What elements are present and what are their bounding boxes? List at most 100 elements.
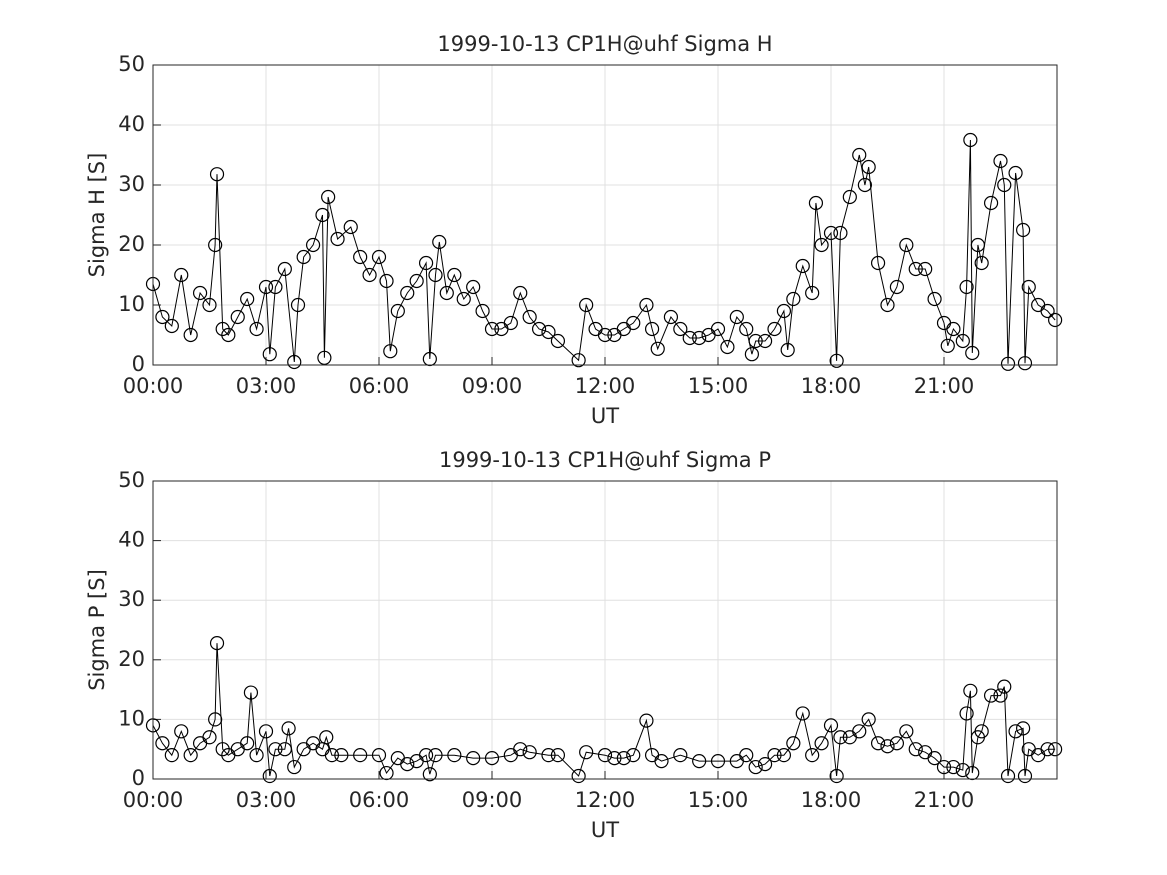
- x-tick-label: 03:00: [236, 788, 297, 812]
- data-point: [963, 132, 978, 148]
- axes-box: [152, 480, 1058, 780]
- data-point: [808, 195, 824, 211]
- data-point: [277, 261, 292, 277]
- data-point: [268, 279, 283, 295]
- data-point: [315, 207, 330, 223]
- data-point: [889, 736, 905, 751]
- data-point: [899, 724, 914, 739]
- data-point: [776, 748, 792, 763]
- data-point: [208, 237, 223, 253]
- data-point: [861, 159, 876, 175]
- data-point: [550, 748, 566, 763]
- x-tick-label: 00:00: [123, 374, 184, 398]
- data-point: [290, 297, 306, 313]
- data-point: [513, 742, 528, 757]
- data-point: [484, 321, 500, 337]
- data-point: [974, 724, 989, 739]
- y-axis-label: Sigma P [S]: [85, 569, 109, 691]
- data-point: [371, 249, 387, 265]
- data-point: [262, 768, 277, 784]
- x-tick-label: 15:00: [688, 788, 749, 812]
- x-tick-label: 00:00: [123, 788, 184, 812]
- data-point: [202, 297, 217, 313]
- data-point: [1040, 742, 1055, 757]
- y-tick-label: 50: [118, 52, 145, 76]
- data-point: [240, 736, 255, 751]
- data-point: [287, 759, 302, 775]
- y-tick-label: 10: [118, 292, 145, 316]
- data-point: [644, 321, 660, 337]
- data-point: [692, 330, 707, 346]
- data-point: [164, 748, 179, 763]
- data-point: [997, 177, 1012, 193]
- y-tick-label: 0: [132, 352, 145, 376]
- data-point: [209, 167, 225, 182]
- data-point: [833, 225, 848, 241]
- data-point: [639, 713, 654, 728]
- data-point: [531, 321, 547, 337]
- data-point: [353, 249, 368, 265]
- data-point: [183, 327, 198, 343]
- data-point: [400, 285, 415, 301]
- data-point: [330, 231, 345, 247]
- data-point: [744, 347, 760, 362]
- y-tick-label: 20: [118, 232, 145, 256]
- x-tick-label: 18:00: [801, 788, 862, 812]
- data-point: [927, 751, 942, 766]
- data-point: [319, 730, 334, 745]
- data-point: [484, 751, 500, 766]
- data-point: [983, 195, 999, 211]
- data-point: [857, 177, 873, 193]
- data-point: [993, 153, 1008, 169]
- data-point: [321, 189, 336, 205]
- data-point: [447, 748, 462, 763]
- data-point: [1048, 742, 1063, 757]
- data-point: [371, 748, 387, 763]
- data-point: [447, 267, 462, 283]
- data-point: [1021, 279, 1036, 295]
- data-point: [889, 279, 905, 295]
- y-tick-label: 20: [118, 647, 145, 671]
- data-point: [192, 285, 208, 301]
- data-point: [208, 712, 223, 727]
- data-point: [418, 748, 434, 763]
- data-point: [720, 339, 735, 355]
- data-point: [899, 237, 914, 253]
- data-point: [466, 279, 481, 295]
- data-point: [1008, 165, 1023, 181]
- data-point: [908, 261, 923, 277]
- chart-title: 1999-10-13 CP1H@uhf Sigma P: [439, 448, 771, 472]
- data-point: [400, 756, 415, 772]
- data-point: [379, 273, 394, 289]
- data-point: [439, 285, 454, 301]
- data-point: [571, 768, 586, 784]
- data-point: [963, 683, 978, 698]
- data-point: [946, 321, 961, 337]
- data-point: [174, 724, 189, 739]
- data-point: [513, 285, 528, 301]
- x-tick-label: 12:00: [575, 788, 636, 812]
- data-point: [829, 768, 844, 784]
- data-point: [287, 354, 302, 370]
- data-point: [940, 338, 955, 353]
- data-point: [155, 309, 170, 325]
- data-point: [757, 756, 773, 772]
- y-tick-label: 30: [118, 587, 145, 611]
- x-tick-label: 18:00: [801, 374, 862, 398]
- data-point: [767, 748, 782, 763]
- data-point: [456, 291, 471, 307]
- data-point: [1017, 768, 1033, 784]
- data-point: [1017, 356, 1033, 371]
- data-point: [343, 219, 358, 235]
- data-point: [823, 225, 839, 241]
- data-point: [281, 721, 296, 736]
- data-point: [1015, 222, 1031, 238]
- data-point: [616, 751, 631, 766]
- x-tick-label: 09:00: [462, 374, 523, 398]
- data-point: [776, 303, 792, 319]
- data-point: [748, 333, 763, 349]
- data-point: [1048, 312, 1063, 328]
- data-point: [650, 341, 665, 356]
- data-point: [277, 742, 292, 757]
